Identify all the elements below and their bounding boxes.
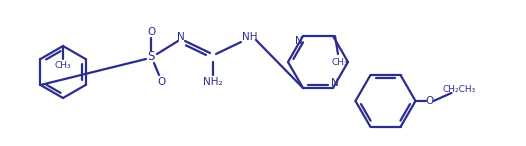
Text: O: O bbox=[147, 27, 155, 37]
Text: NH₂: NH₂ bbox=[203, 77, 223, 87]
Text: CH₃: CH₃ bbox=[332, 58, 348, 67]
Text: NH: NH bbox=[242, 32, 258, 42]
Text: N: N bbox=[331, 78, 339, 88]
Text: N: N bbox=[177, 32, 185, 42]
Text: O: O bbox=[157, 77, 165, 87]
Text: CH₃: CH₃ bbox=[55, 60, 72, 69]
Text: N: N bbox=[295, 36, 303, 46]
Text: CH₂CH₃: CH₂CH₃ bbox=[443, 85, 476, 94]
Text: S: S bbox=[147, 51, 155, 64]
Text: O: O bbox=[426, 96, 433, 106]
